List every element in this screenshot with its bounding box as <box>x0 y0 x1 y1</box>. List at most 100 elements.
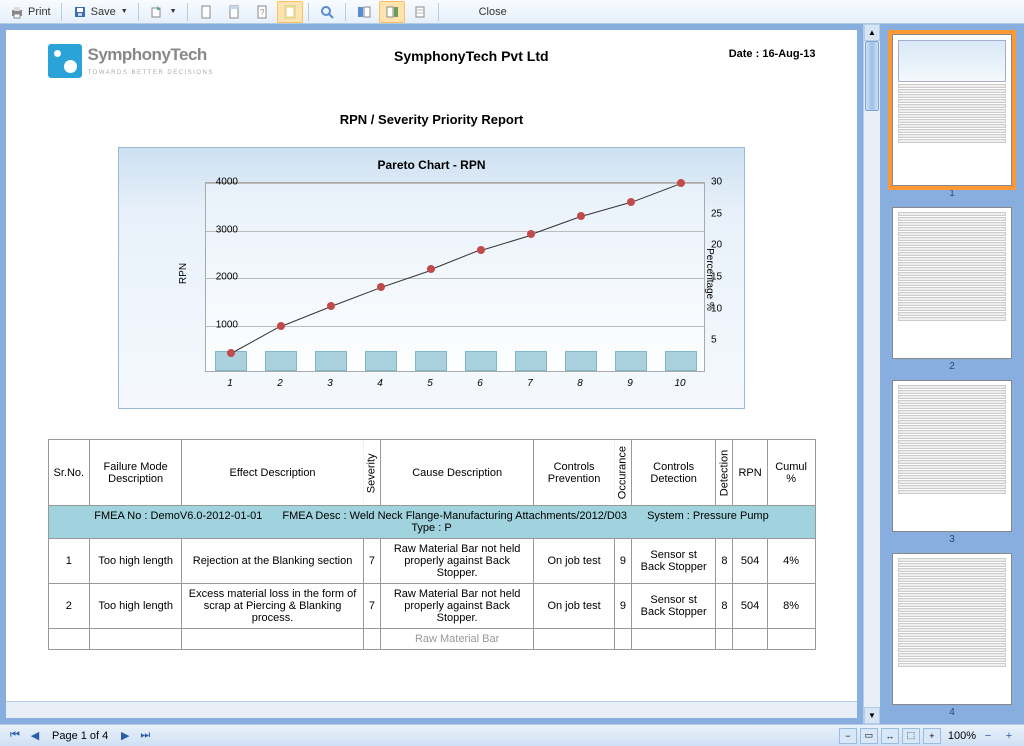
thumbnails-button[interactable] <box>351 1 377 23</box>
thumbnails-icon <box>356 4 372 20</box>
chart-marker <box>477 246 485 254</box>
cell-sev: 7 <box>363 539 380 584</box>
x-tick-label: 4 <box>377 378 383 389</box>
doc-map-button[interactable] <box>407 1 433 23</box>
chart-marker <box>327 302 335 310</box>
meta-fmea-no: FMEA No : DemoV6.0-2012-01-01 <box>94 510 262 522</box>
page-setup-button[interactable] <box>193 1 219 23</box>
thumbnail-page-3[interactable] <box>892 380 1012 532</box>
table-row: 1Too high lengthRejection at the Blankin… <box>48 539 815 584</box>
chart-marker <box>627 198 635 206</box>
export-icon <box>149 4 165 20</box>
col-det: Controls Detection <box>632 440 716 506</box>
scale-icon: ? <box>254 4 270 20</box>
cell-prev: On job test <box>534 584 615 629</box>
margins-icon <box>282 4 298 20</box>
find-button[interactable] <box>314 1 340 23</box>
scroll-thumb[interactable] <box>865 41 879 111</box>
logo: SymphonyTech TOWARDS BETTER DECISIONS <box>48 44 214 78</box>
zoom-out-button[interactable]: − <box>839 728 857 744</box>
x-tick-label: 5 <box>427 378 433 389</box>
thumbnails-panel: 1234 <box>880 24 1024 724</box>
bar <box>665 351 697 371</box>
header-footer-button[interactable] <box>221 1 247 23</box>
thumbnail-number: 4 <box>884 707 1020 718</box>
meta-type: Type : P <box>411 522 451 534</box>
logo-tagline: TOWARDS BETTER DECISIONS <box>88 70 214 76</box>
bar <box>565 351 597 371</box>
next-page-button[interactable]: ▶ <box>116 728 134 744</box>
toolbar: Print Save ▼ ▼ ? Close <box>0 0 1024 24</box>
cell-sr: 1 <box>48 539 90 584</box>
export-button[interactable]: ▼ <box>144 1 182 23</box>
document-area: SymphonyTech TOWARDS BETTER DECISIONS Sy… <box>0 24 863 724</box>
col-prev: Controls Prevention <box>534 440 615 506</box>
table-row: Raw Material Bar <box>48 629 815 650</box>
svg-text:?: ? <box>260 8 265 17</box>
bar <box>365 351 397 371</box>
zoom-page-button[interactable]: ⬚ <box>902 728 920 744</box>
x-tick-label: 10 <box>674 378 685 389</box>
thumbnail-page-2[interactable] <box>892 207 1012 359</box>
table-row: 2Too high lengthExcess material loss in … <box>48 584 815 629</box>
margins-button[interactable] <box>277 1 303 23</box>
h-scrollbar[interactable] <box>6 701 857 718</box>
chart-marker <box>377 283 385 291</box>
y2-tick-label: 30 <box>711 177 722 188</box>
zoom-in-button[interactable]: + <box>923 728 941 744</box>
y-tick-label: 3000 <box>216 224 238 235</box>
zoom-width-button[interactable]: ↔ <box>881 728 899 744</box>
thumbnail-number: 3 <box>884 534 1020 545</box>
zoom-plus-button[interactable]: + <box>1000 728 1018 744</box>
last-page-button[interactable]: ⏭ <box>136 728 154 744</box>
col-eff: Effect Description <box>182 440 364 506</box>
scroll-down-button[interactable]: ▼ <box>864 707 880 724</box>
cell-detn: 8 <box>716 539 733 584</box>
page-icon <box>198 4 214 20</box>
y2-tick-label: 15 <box>711 272 722 283</box>
cell-cum: 4% <box>767 539 815 584</box>
cell-sev: 7 <box>363 584 380 629</box>
meta-fmea-desc: FMEA Desc : Weld Neck Flange-Manufacturi… <box>282 510 627 522</box>
table-header-row: Sr.No. Failure Mode Description Effect D… <box>48 440 815 506</box>
chart-marker <box>577 212 585 220</box>
prev-page-button[interactable]: ◀ <box>26 728 44 744</box>
logo-icon <box>48 44 82 78</box>
col-fm: Failure Mode Description <box>90 440 182 506</box>
bar <box>315 351 347 371</box>
cell-fm: Too high length <box>90 584 182 629</box>
x-tick-label: 8 <box>577 378 583 389</box>
bookmarks-button[interactable] <box>379 1 405 23</box>
thumbnail-page-1[interactable] <box>892 34 1012 186</box>
docmap-icon <box>412 4 428 20</box>
cell-cum: 8% <box>767 584 815 629</box>
print-button[interactable]: Print <box>4 1 56 23</box>
v-scrollbar[interactable]: ▲ ▼ <box>863 24 880 724</box>
scroll-up-button[interactable]: ▲ <box>864 24 880 41</box>
zoom-minus-button[interactable]: − <box>979 728 997 744</box>
y-tick-label: 1000 <box>216 319 238 330</box>
close-button[interactable]: Close <box>474 3 512 21</box>
cell-occ: 9 <box>614 539 631 584</box>
y-tick-label: 2000 <box>216 272 238 283</box>
x-tick-label: 7 <box>527 378 533 389</box>
zoom-fit-button[interactable]: ▭ <box>860 728 878 744</box>
zoom-value: 100% <box>948 730 976 742</box>
save-button[interactable]: Save ▼ <box>67 1 133 23</box>
report-title: RPN / Severity Priority Report <box>48 112 816 127</box>
col-sev: Severity <box>363 440 380 506</box>
meta-row: FMEA No : DemoV6.0-2012-01-01 FMEA Desc … <box>48 506 815 539</box>
bar <box>465 351 497 371</box>
y2-tick-label: 5 <box>711 335 717 346</box>
first-page-button[interactable]: ⏮ <box>6 728 24 744</box>
print-label: Print <box>28 6 51 18</box>
col-cause: Cause Description <box>381 440 534 506</box>
col-srno: Sr.No. <box>48 440 90 506</box>
cell-det: Sensor st Back Stopper <box>632 584 716 629</box>
chevron-down-icon: ▼ <box>170 8 177 15</box>
thumbnail-page-4[interactable] <box>892 553 1012 705</box>
scale-button[interactable]: ? <box>249 1 275 23</box>
y-axis-label: RPN <box>178 263 189 284</box>
chart-marker <box>527 230 535 238</box>
chart-marker <box>427 265 435 273</box>
